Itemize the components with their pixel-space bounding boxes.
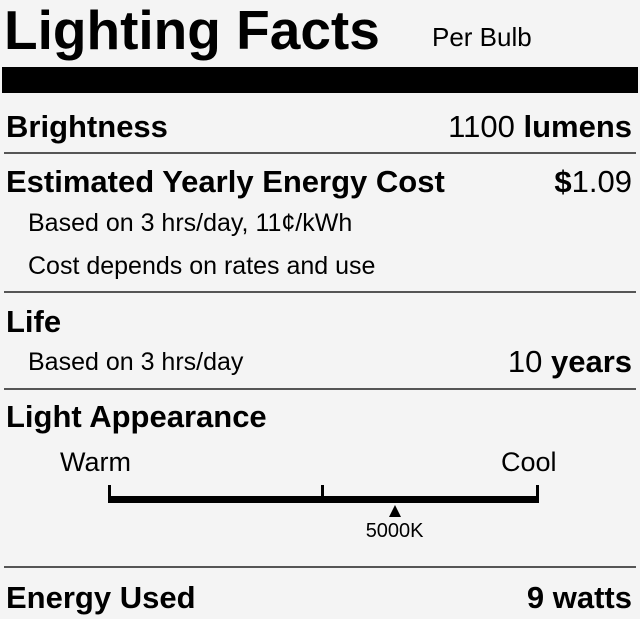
warm-label: Warm xyxy=(60,447,131,477)
energy-value: 9 watts xyxy=(526,580,632,615)
life-unit: years xyxy=(550,344,632,379)
brightness-label: Brightness xyxy=(6,109,168,144)
scale-tick-left xyxy=(108,485,111,503)
cost-value: $1.09 xyxy=(554,166,632,197)
cost-note-1: Based on 3 hrs/day, 11¢/kWh xyxy=(28,209,353,237)
scale-tick-middle xyxy=(321,485,324,503)
heavy-bar xyxy=(2,67,638,93)
appearance-label: Light Appearance xyxy=(6,399,267,434)
subtitle: Per Bulb xyxy=(432,22,532,52)
brightness-unit: lumens xyxy=(523,109,632,144)
life-value: 10 years xyxy=(508,346,632,377)
color-temperature-scale xyxy=(108,485,539,503)
divider xyxy=(4,152,636,154)
life-label: Life xyxy=(6,304,62,339)
divider xyxy=(4,291,636,293)
title: Lighting Facts xyxy=(4,0,380,61)
life-note: Based on 3 hrs/day xyxy=(28,348,244,376)
temperature-value: 5000K xyxy=(365,520,424,542)
cost-number: 1.09 xyxy=(571,164,632,199)
cool-label: Cool xyxy=(501,447,557,477)
currency: $ xyxy=(554,164,572,199)
divider xyxy=(4,566,636,568)
energy-label: Energy Used xyxy=(6,580,196,615)
life-number: 10 xyxy=(507,344,543,379)
cost-note-2: Cost depends on rates and use xyxy=(28,252,376,280)
temperature-marker-icon xyxy=(388,505,401,517)
brightness-value: 1100 lumens xyxy=(448,111,632,142)
brightness-number: 1100 xyxy=(448,109,515,144)
divider xyxy=(4,388,636,390)
scale-tick-right xyxy=(536,485,539,503)
cost-label: Estimated Yearly Energy Cost xyxy=(6,164,445,199)
